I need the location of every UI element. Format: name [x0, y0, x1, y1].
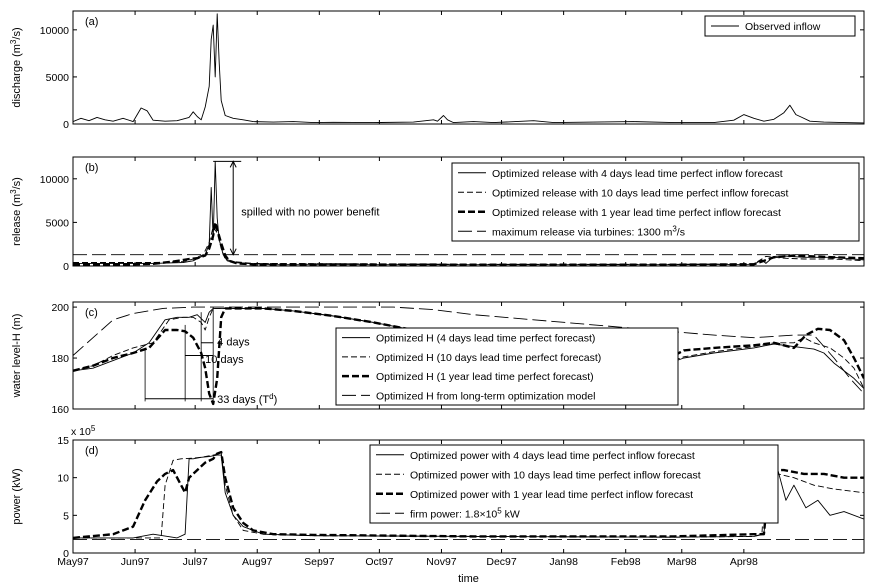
- plot-frame-c: [72, 301, 865, 410]
- plot-frame-b: [72, 156, 865, 267]
- legend-label: Optimized release with 1 year lead time …: [492, 207, 781, 219]
- y-tick-label: 10000: [40, 174, 69, 186]
- spill-arrowhead-bottom: [229, 248, 237, 256]
- legend-label: Optimized power with 1 year lead time pe…: [410, 489, 693, 501]
- series-line-d-3: [73, 450, 864, 540]
- y-axis-label-b: release (m3/s): [9, 177, 24, 246]
- panel-d: 0 5 10 15 May97 Jun97 Jul97 Aug97 Sep97 Oct97 Nov9…: [11, 424, 865, 568]
- legend-c: Optimized H (4 days lead time perfect fo…: [335, 327, 679, 406]
- annotation-10-days: 10 days: [205, 354, 244, 366]
- panel-a: 0 5000 10000 (a) discharge (m3/s) Observed in…: [9, 10, 865, 131]
- legend-label: firm power: 1.8×105 kW: [410, 506, 520, 521]
- legend-box: [704, 15, 856, 37]
- legend-box: [335, 327, 679, 406]
- y-tick-label: 0: [63, 261, 69, 273]
- y-axis-label-a: discharge (m3/s): [9, 27, 24, 107]
- y-axis-label-c: water level-H (m): [11, 314, 23, 399]
- series-group: [73, 13, 864, 124]
- panel-label-a: (a): [85, 16, 98, 28]
- panel-label-b: (b): [85, 162, 98, 174]
- legend-label: maximum release via turbines: 1300 m3/s: [492, 224, 685, 239]
- y-tick-label: 200: [51, 302, 69, 314]
- legend-b: Optimized release with 4 days lead time …: [451, 162, 860, 242]
- legend-label: Optimized power with 4 days lead time pe…: [410, 450, 695, 462]
- chart-panels: 0 5000 10000 (a) discharge (m3/s) Observed in…: [9, 10, 865, 568]
- spill-annotation: spilled with no power benefit: [241, 206, 379, 218]
- x-tick-label: Aug97: [242, 556, 273, 568]
- legend-label: Optimized H (1 year lead time perfect fo…: [376, 371, 594, 383]
- x-tick-label: Dec97: [486, 556, 517, 568]
- legend-box: [369, 444, 779, 524]
- y-tick-label: 5: [63, 510, 69, 522]
- x-tick-label: Sep97: [304, 556, 335, 568]
- annotation-4-days: 4 days: [217, 336, 250, 348]
- legend-label: Optimized power with 10 days lead time p…: [410, 469, 701, 481]
- legend-label: Optimized H from long-term optimization …: [376, 390, 595, 402]
- y-axis-label-d: power (kW): [11, 468, 23, 524]
- plot-frame-d: [72, 439, 865, 554]
- x-tick-label: May97: [57, 556, 89, 568]
- x-tick-label: Jan98: [549, 556, 578, 568]
- legend-label: Observed inflow: [745, 21, 821, 33]
- annotation-33-days: 33 days (Td): [217, 391, 277, 406]
- x-tick-label: Oct97: [365, 556, 393, 568]
- legend-label: Optimized H (10 days lead time perfect f…: [376, 352, 601, 364]
- panel-label-c: (c): [85, 307, 98, 319]
- y-tick-label: 15: [57, 435, 69, 447]
- plot-frame-a: [72, 10, 865, 125]
- x-tick-label: Mar98: [667, 556, 697, 568]
- y-multiplier: x 105: [71, 424, 96, 439]
- y-tick-label: 10: [57, 473, 69, 485]
- series-line-a-1: [73, 13, 864, 124]
- y-tick-label: 5000: [46, 217, 70, 229]
- legend-label: Optimized H (4 days lead time perfect fo…: [376, 333, 595, 345]
- legend-label: Optimized release with 10 days lead time…: [492, 187, 789, 199]
- x-tick-label: Nov97: [426, 556, 457, 568]
- y-tick-label: 160: [51, 404, 69, 416]
- panel-b: 0 5000 10000 (b) release (m3/s) Optimized rel…: [9, 156, 865, 273]
- panel-c: 160 180 200 (c) water level-H (m) Optimized H…: [11, 301, 865, 416]
- x-tick-label: Apr98: [730, 556, 758, 568]
- spill-arrowhead-top: [229, 160, 237, 168]
- legend-d: Optimized power with 4 days lead time pe…: [369, 444, 779, 524]
- y-tick-label: 5000: [46, 72, 70, 84]
- x-tick-label: Jun97: [121, 556, 150, 568]
- x-axis-label: time: [458, 573, 479, 585]
- y-tick-label: 0: [63, 548, 69, 560]
- legend-a: Observed inflow: [704, 15, 856, 37]
- y-tick-label: 10000: [40, 25, 69, 37]
- legend-label: Optimized release with 4 days lead time …: [492, 168, 783, 180]
- y-tick-label: 180: [51, 353, 69, 365]
- x-tick-label: Jul97: [183, 556, 208, 568]
- y-tick-label: 0: [63, 119, 69, 131]
- series-group: [73, 160, 864, 266]
- legend-box: [451, 162, 860, 242]
- series-line-b-3: [73, 221, 864, 266]
- series-line-c-4: [73, 306, 864, 395]
- panel-label-d: (d): [85, 445, 98, 457]
- x-tick-label: Feb98: [611, 556, 641, 568]
- series-line-c-2: [73, 307, 864, 389]
